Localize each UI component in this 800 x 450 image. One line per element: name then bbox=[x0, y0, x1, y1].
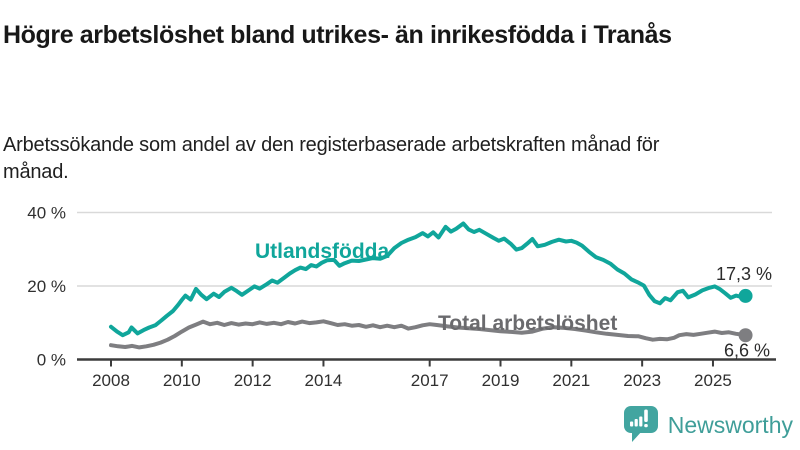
chart-subtitle: Arbetssökande som andel av den registerb… bbox=[3, 134, 660, 183]
series-line-total bbox=[109, 319, 748, 350]
x-axis-label: 2012 bbox=[234, 371, 272, 390]
y-axis-label: 0 % bbox=[37, 351, 66, 370]
unemployment-line-chart-canvas: 0 % 20 % 40 % 2008 2010 2012 2014 2017 2019 2021 2… bbox=[27, 204, 776, 390]
x-axis-label: 2010 bbox=[163, 371, 201, 390]
series-end-dot bbox=[738, 328, 753, 343]
x-axis-label: 2023 bbox=[623, 371, 661, 390]
y-axis-label: 20 % bbox=[27, 277, 66, 296]
newsworthy-speech-bubble-barchart-icon bbox=[623, 406, 658, 442]
x-axis-label: 2019 bbox=[482, 371, 520, 390]
newsworthy-logo[interactable]: Newsworthy bbox=[623, 405, 793, 445]
end-value-label: 17,3 % bbox=[716, 264, 772, 284]
x-axis-label: 2008 bbox=[92, 371, 130, 390]
series-line-utlandsfodda bbox=[109, 221, 748, 338]
x-axis-label: 2021 bbox=[552, 371, 590, 390]
x-axis-label: 2017 bbox=[411, 371, 449, 390]
end-value-label: 6,6 % bbox=[724, 341, 770, 361]
series-label: Total arbetslöshet bbox=[438, 312, 617, 335]
x-axis-label: 2025 bbox=[694, 371, 732, 390]
y-axis-label: 40 % bbox=[27, 204, 66, 223]
series-label: Utlandsfödda bbox=[255, 240, 389, 263]
newsworthy-wordmark: Newsworthy bbox=[667, 411, 793, 438]
x-axis-label: 2014 bbox=[305, 371, 343, 390]
page-title: Högre arbetslöshet bland utrikes- än inr… bbox=[3, 20, 672, 49]
series-end-dot bbox=[738, 288, 753, 303]
line-chart: 0 % 20 % 40 % 2008 2010 2012 2014 2017 2019 2021 2… bbox=[0, 186, 800, 406]
